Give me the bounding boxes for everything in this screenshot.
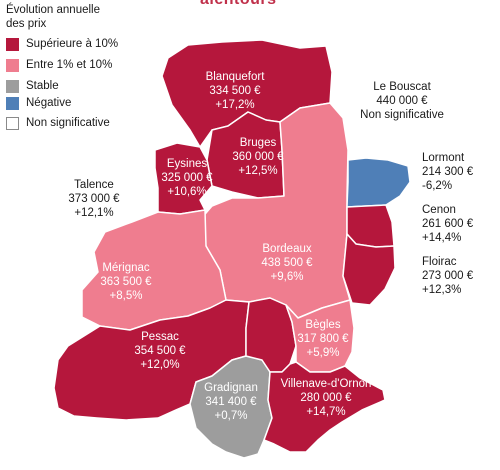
commune-change: +12,3%	[422, 284, 462, 296]
legend-label: Négative	[26, 97, 72, 109]
commune-price: 334 500 €	[209, 85, 261, 97]
label-cenon: Cenon 261 600 € +14,4%	[422, 203, 473, 245]
legend-swatch	[6, 58, 19, 72]
legend-item-entre: Entre 1% et 10%	[6, 58, 112, 72]
label-pessac: Pessac 354 500 € +12,0%	[134, 330, 185, 372]
commune-price: 273 000 €	[422, 270, 474, 282]
legend-label: Stable	[26, 80, 59, 92]
legend-item-non-significative: Non significative	[6, 116, 110, 130]
commune-name: Bègles	[305, 319, 341, 331]
region-cenon	[346, 204, 395, 248]
commune-price: 440 000 €	[376, 95, 428, 107]
legend-item-stable: Stable	[6, 79, 59, 93]
map-title-fragment: alentours	[200, 0, 277, 9]
commune-name: Mérignac	[102, 262, 150, 274]
commune-change: +14,7%	[306, 406, 346, 418]
label-bruges: Bruges 360 000 € +12,5%	[232, 136, 283, 178]
legend-swatch	[6, 37, 19, 51]
label-merignac: Mérignac 363 500 € +8,5%	[100, 261, 151, 303]
commune-name: Gradignan	[204, 382, 258, 394]
commune-name: Eysines	[166, 158, 208, 170]
commune-change: +5,9%	[306, 347, 340, 359]
commune-price: 354 500 €	[134, 345, 186, 357]
legend-item-negative: Négative	[6, 96, 71, 110]
commune-name: Floirac	[422, 256, 457, 268]
label-talence: Talence 373 000 € +12,1%	[68, 178, 119, 220]
legend-title-line2: des prix	[6, 18, 47, 30]
commune-change: +0,7%	[214, 410, 248, 422]
label-villenave: Villenave-d'Ornon 280 000 € +14,7%	[281, 377, 372, 419]
legend-label: Supérieure à 10%	[26, 38, 119, 50]
commune-price: 360 000 €	[232, 151, 284, 163]
legend-label: Entre 1% et 10%	[26, 59, 113, 71]
commune-change: +14,4%	[422, 232, 462, 244]
commune-name: Bordeaux	[262, 243, 312, 255]
commune-price: 214 300 €	[422, 166, 474, 178]
label-le-bouscat: Le Bouscat 440 000 € Non significative	[360, 80, 444, 122]
commune-name: Talence	[74, 179, 114, 191]
commune-change: +12,5%	[238, 165, 278, 177]
commune-change: +12,0%	[140, 359, 180, 371]
commune-change: +12,1%	[74, 207, 114, 219]
commune-name: Pessac	[141, 331, 179, 343]
commune-price: 280 000 €	[300, 392, 352, 404]
commune-change: +10,6%	[167, 186, 207, 198]
region-eysines	[154, 142, 213, 215]
legend-swatch	[6, 96, 19, 110]
legend-title-line1: Évolution annuelle	[6, 4, 100, 16]
commune-price: 261 600 €	[422, 218, 474, 230]
commune-change: +9,6%	[270, 271, 304, 283]
label-blanquefort: Blanquefort 334 500 € +17,2%	[206, 70, 265, 112]
commune-price: 341 400 €	[205, 396, 257, 408]
commune-price: 438 500 €	[261, 257, 313, 269]
label-begles: Bègles 317 800 € +5,9%	[297, 318, 348, 360]
commune-change: Non significative	[360, 109, 444, 121]
region-villenave	[263, 361, 386, 453]
label-gradignan: Gradignan 341 400 € +0,7%	[204, 381, 258, 423]
commune-name: Le Bouscat	[373, 81, 431, 93]
commune-name: Cenon	[422, 204, 456, 216]
label-floirac: Floirac 273 000 € +12,3%	[422, 255, 473, 297]
commune-price: 363 500 €	[100, 276, 152, 288]
label-bordeaux: Bordeaux 438 500 € +9,6%	[261, 242, 312, 284]
legend-label: Non significative	[26, 117, 110, 129]
label-lormont: Lormont 214 300 € -6,2%	[422, 151, 473, 193]
commune-change: +8,5%	[109, 290, 143, 302]
region-lormont	[346, 157, 411, 208]
commune-price: 325 000 €	[161, 172, 213, 184]
commune-change: +17,2%	[215, 99, 255, 111]
commune-name: Blanquefort	[205, 71, 265, 83]
legend-item-superieure: Supérieure à 10%	[6, 37, 118, 51]
label-eysines: Eysines 325 000 € +10,6%	[161, 157, 212, 199]
legend-swatch	[6, 116, 19, 130]
legend-title: Évolution annuelle des prix	[6, 3, 156, 31]
commune-name: Villenave-d'Ornon	[280, 378, 372, 390]
commune-price: 317 800 €	[297, 333, 349, 345]
region-floirac	[342, 233, 396, 306]
commune-name: Bruges	[239, 137, 277, 149]
commune-price: 373 000 €	[68, 193, 120, 205]
commune-name: Lormont	[422, 152, 465, 164]
commune-change: -6,2%	[422, 180, 453, 192]
legend-swatch	[6, 79, 19, 93]
